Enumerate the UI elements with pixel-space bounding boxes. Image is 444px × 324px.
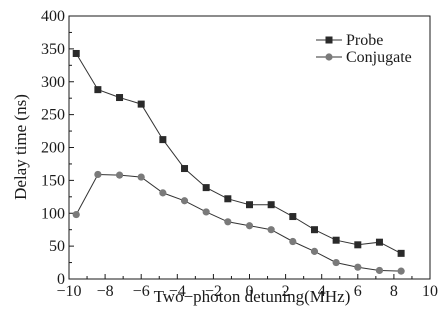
x-tick-label: 2 <box>282 283 290 300</box>
series-line-probe <box>75 53 402 254</box>
data-point-conjugate <box>375 266 384 275</box>
data-point-probe <box>289 213 297 221</box>
x-tick-label: −2 <box>205 283 222 300</box>
legend-label-conjugate: Conjugate <box>346 49 412 66</box>
legend-marker-probe <box>325 36 333 44</box>
data-point-conjugate <box>115 171 124 179</box>
y-tick-label: 150 <box>41 172 65 189</box>
y-axis-title: Delay time (ns) <box>11 94 30 200</box>
data-point-conjugate <box>180 197 189 205</box>
data-point-conjugate <box>267 226 275 234</box>
data-point-probe <box>116 94 124 102</box>
data-point-probe <box>224 195 232 203</box>
data-point-conjugate <box>289 237 297 246</box>
data-point-probe <box>354 241 362 249</box>
data-point-probe <box>202 184 210 192</box>
y-tick-label: 200 <box>41 140 65 157</box>
data-point-probe <box>159 136 167 144</box>
data-point-probe <box>181 165 189 173</box>
x-tick-label: −6 <box>133 283 150 300</box>
x-tick-label: −10 <box>56 283 81 300</box>
data-point-conjugate <box>397 267 405 275</box>
x-tick-label: 6 <box>354 283 362 300</box>
y-axis: 0 50 100 150 200 250 300 350 400 <box>41 8 74 288</box>
data-point-probe <box>72 49 80 57</box>
data-point-conjugate <box>159 189 167 197</box>
data-point-conjugate <box>354 263 362 271</box>
x-tick-label: −4 <box>169 283 186 300</box>
legend-marker-conjugate <box>325 53 333 61</box>
data-point-probe <box>310 226 318 234</box>
series-line-conjugate <box>75 173 402 272</box>
x-tick-label: 10 <box>422 283 438 300</box>
data-point-conjugate <box>137 173 145 181</box>
x-axis: −10 −8 −6 −4 −2 0 2 4 6 8 10 <box>56 274 438 300</box>
data-point-probe <box>94 86 102 94</box>
y-tick-label: 300 <box>41 74 65 91</box>
y-tick-label: 400 <box>41 8 65 25</box>
legend-label-probe: Probe <box>346 32 383 49</box>
data-point-conjugate <box>310 247 319 255</box>
y-tick-label: 350 <box>41 41 65 58</box>
data-point-probe <box>332 236 340 244</box>
y-tick-label: 250 <box>41 107 65 124</box>
series-layer <box>72 49 405 275</box>
data-point-probe <box>137 100 145 108</box>
data-point-probe <box>246 201 253 209</box>
data-point-probe <box>267 201 275 209</box>
x-axis-title: Two−photon detuning(MHz) <box>154 287 351 306</box>
y-tick-label: 0 <box>57 271 65 288</box>
data-point-conjugate <box>332 258 340 267</box>
data-point-conjugate <box>245 222 254 230</box>
data-point-probe <box>397 249 405 257</box>
data-point-conjugate <box>72 210 80 219</box>
x-tick-label: −8 <box>97 283 114 300</box>
x-tick-label: 0 <box>246 283 254 300</box>
data-point-conjugate <box>224 218 232 226</box>
x-tick-label: 8 <box>390 283 398 300</box>
data-point-conjugate <box>202 208 210 216</box>
x-tick-label: 4 <box>318 283 326 300</box>
data-point-probe <box>375 238 383 246</box>
y-tick-label: 50 <box>49 238 65 255</box>
data-point-conjugate <box>94 170 102 179</box>
y-tick-label: 100 <box>41 205 65 222</box>
